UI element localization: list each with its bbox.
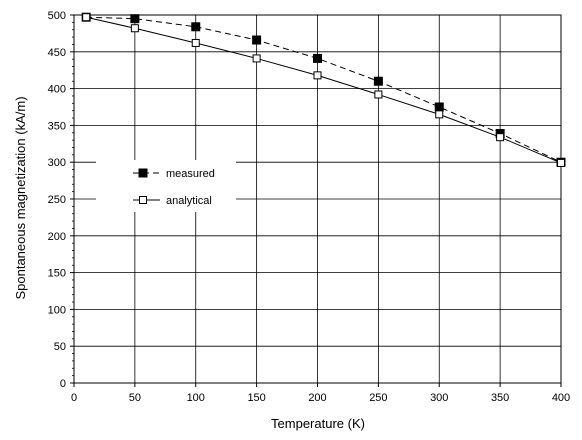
x-tick-label: 150 [247,392,265,404]
x-tick-label: 200 [308,392,326,404]
y-axis-ticks: 0 50 100 150 200 250 300 350 400 450 500 [48,10,74,390]
data-point-analytical [252,54,261,63]
x-tick-label: 250 [369,392,387,404]
legend-label-analytical: analytical [166,195,212,207]
x-axis-ticks: 0 50 100 150 200 250 300 350 400 [71,383,570,404]
y-tick-label: 400 [48,84,66,96]
y-axis-title: Spontaneous magnetization (kA/m) [13,96,28,299]
data-point-measured [373,76,383,86]
series-line-analytical [86,16,562,164]
legend: measured analytical [133,168,215,207]
x-tick-label: 100 [187,392,205,404]
legend-label-measured: measured [166,168,215,180]
series-line-measured [86,16,562,163]
y-tick-label: 350 [48,120,66,132]
data-point-analytical [496,133,505,142]
y-tick-label: 50 [54,341,66,353]
data-point-measured [434,102,444,112]
data-point-measured [313,53,322,63]
data-point-analytical [557,158,565,167]
data-point-analytical [435,110,444,119]
legend-background [96,160,236,212]
y-tick-label: 450 [48,47,66,59]
data-point-analytical [82,13,91,22]
x-tick-label: 350 [491,392,509,404]
x-tick-label: 50 [129,392,141,404]
x-axis-title: Temperature (K) [271,416,365,431]
data-point-measured [191,22,201,32]
series-layer [81,12,566,167]
y-tick-label: 200 [48,231,66,243]
legend-marker-analytical [139,196,147,204]
y-tick-label: 250 [48,194,66,206]
legend-marker-measured [138,168,148,178]
y-tick-label: 300 [48,157,66,169]
data-point-measured [252,35,262,45]
y-tick-label: 500 [48,10,66,22]
y-tick-label: 0 [60,378,66,390]
x-tick-label: 0 [71,392,77,404]
x-tick-label: 300 [430,392,448,404]
y-tick-label: 100 [48,304,66,316]
data-point-analytical [374,90,383,99]
x-tick-label: 400 [552,392,570,404]
y-tick-label: 150 [48,268,66,280]
data-point-analytical [191,38,200,47]
data-point-analytical [313,71,322,80]
data-point-analytical [130,24,139,33]
data-point-measured [130,14,140,24]
